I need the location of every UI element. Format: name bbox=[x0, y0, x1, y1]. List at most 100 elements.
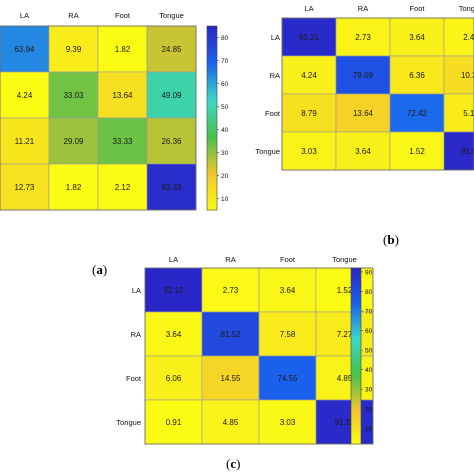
cell-value-label: 1.52 bbox=[337, 286, 353, 295]
colorbar-segment bbox=[351, 361, 361, 366]
cell-value-label: 33.33 bbox=[112, 137, 133, 146]
colorbar-segment bbox=[207, 197, 217, 202]
cell-value-label: 2.73 bbox=[223, 286, 239, 295]
colorbar-tick-label: 70 bbox=[221, 58, 229, 65]
cell-value-label: 2.73 bbox=[355, 33, 371, 42]
cell-value-label: 81.52 bbox=[220, 330, 241, 339]
column-label: Tongue bbox=[159, 11, 184, 20]
column-label: LA bbox=[169, 255, 178, 264]
colorbar-segment bbox=[351, 429, 361, 433]
colorbar-segment bbox=[351, 317, 361, 322]
heatmap-cell bbox=[48, 25, 99, 73]
colorbar-segment bbox=[207, 47, 217, 52]
colorbar-segment bbox=[351, 438, 361, 442]
row-label: Foot bbox=[126, 374, 142, 383]
cell-value-label: 4.24 bbox=[301, 71, 317, 80]
cell-value-label: 3.64 bbox=[166, 330, 182, 339]
colorbar-segment bbox=[351, 373, 361, 378]
column-label: RA bbox=[358, 4, 368, 13]
cell-value-label: 91.21 bbox=[334, 418, 355, 427]
colorbar-segment bbox=[351, 402, 361, 407]
cell-value-label: 11.21 bbox=[15, 137, 35, 146]
colorbar-segment bbox=[351, 414, 361, 419]
heatmap-panel-b: LA RA Foot Tongue LA RA Foot Tongue 91.21 2.73 3.6… bbox=[255, 4, 474, 171]
colorbar-segment bbox=[351, 312, 361, 316]
colorbar-segment bbox=[351, 379, 361, 383]
colorbar-segment bbox=[207, 167, 217, 171]
colorbar-segment bbox=[207, 65, 217, 70]
colorbar-segment bbox=[351, 270, 361, 275]
cell-value-label: 12.73 bbox=[14, 183, 35, 192]
colorbar-segment bbox=[207, 29, 217, 33]
column-label: RA bbox=[68, 11, 78, 20]
colorbar-segment bbox=[351, 400, 361, 404]
colorbar-segment bbox=[207, 191, 217, 196]
colorbar-segment bbox=[207, 84, 217, 88]
cell-value-label: 49.09 bbox=[161, 91, 182, 100]
colorbar-segment bbox=[351, 441, 361, 445]
row-label: RA bbox=[270, 71, 280, 80]
colorbar-segment bbox=[207, 93, 217, 98]
heatmap-frame bbox=[144, 267, 374, 445]
heatmap-cell bbox=[48, 163, 99, 211]
cell-value-label: 3.64 bbox=[355, 147, 371, 156]
colorbar-segment bbox=[207, 59, 217, 64]
colorbar-tick-label: 30 bbox=[365, 387, 373, 394]
heatmap-cell bbox=[48, 117, 99, 165]
colorbar-segment bbox=[207, 38, 217, 42]
colorbar-segment bbox=[351, 405, 361, 410]
colorbar-segment bbox=[351, 420, 361, 424]
cell-value-label: 29.09 bbox=[63, 137, 84, 146]
cell-value-label: 1.82 bbox=[66, 183, 82, 192]
cell-value-label: 3.03 bbox=[301, 147, 317, 156]
colorbar-segment bbox=[207, 32, 217, 36]
heatmap-cell bbox=[144, 399, 203, 445]
heatmap-cell bbox=[389, 55, 445, 95]
heatmap-panel-c: LA RA Foot Tongue LA RA Foot Tongue 92.12 2.73 3.6… bbox=[116, 255, 374, 445]
heatmap-cell bbox=[144, 267, 203, 313]
row-label: Tongue bbox=[255, 147, 280, 156]
colorbar-tick-label: 70 bbox=[365, 309, 373, 316]
colorbar-segment bbox=[207, 154, 217, 159]
heatmap-cell bbox=[201, 311, 260, 357]
cell-value-label: 2.42 bbox=[463, 33, 474, 42]
cell-value-label: 7.58 bbox=[280, 330, 296, 339]
heatmap-cell bbox=[146, 163, 197, 211]
colorbar-segment bbox=[351, 282, 361, 287]
column-label: Foot bbox=[115, 11, 131, 20]
heatmap-cell bbox=[201, 267, 260, 313]
cell-value-label: 4.85 bbox=[223, 418, 239, 427]
colorbar-segment bbox=[351, 338, 361, 342]
heatmap-cell bbox=[443, 55, 474, 95]
colorbar-segment bbox=[351, 426, 361, 430]
colorbar-segment bbox=[207, 124, 217, 128]
cell-value-label: 9.39 bbox=[66, 45, 82, 54]
caption-b: (b) bbox=[383, 232, 399, 247]
colorbar-segment bbox=[351, 364, 361, 369]
colorbar-segment bbox=[207, 203, 217, 208]
colorbar-segment bbox=[207, 182, 217, 186]
colorbar-segment bbox=[351, 309, 361, 313]
colorbar-tick-label: 20 bbox=[365, 406, 373, 413]
cell-value-label: 91.82 bbox=[461, 147, 474, 156]
colorbar-segment bbox=[207, 108, 217, 113]
heatmap-cell bbox=[281, 93, 337, 133]
colorbar-segment bbox=[351, 314, 361, 319]
colorbar-segment bbox=[351, 288, 361, 292]
colorbar-segment bbox=[207, 164, 217, 168]
cell-value-label: 1.82 bbox=[115, 45, 131, 54]
colorbar-tick-label: 30 bbox=[221, 150, 229, 157]
colorbar-tick-label: 40 bbox=[365, 367, 373, 374]
colorbar-segment bbox=[207, 185, 217, 190]
colorbar-segment bbox=[351, 303, 361, 307]
colorbar-segment bbox=[351, 408, 361, 413]
column-label: Tongue bbox=[332, 255, 357, 264]
colorbar-segment bbox=[351, 388, 361, 392]
cell-value-label: 4.24 bbox=[17, 91, 33, 100]
colorbar-segment bbox=[351, 385, 361, 389]
caption-c: (c) bbox=[226, 456, 241, 471]
caption-a: (a) bbox=[92, 262, 108, 277]
colorbar-segment bbox=[351, 332, 361, 336]
heatmap-cell bbox=[97, 163, 148, 211]
